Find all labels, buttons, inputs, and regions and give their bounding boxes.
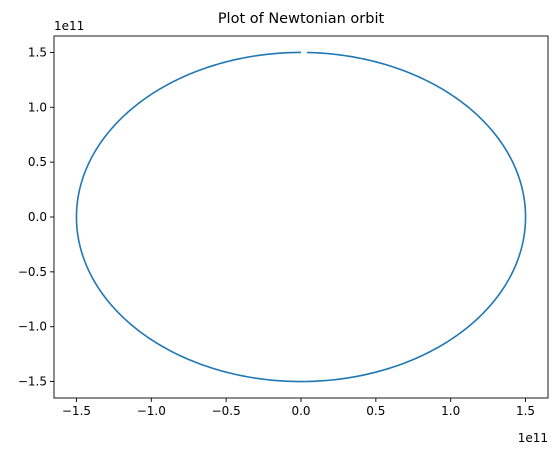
x-tick-label: −1.0	[137, 404, 166, 418]
x-tick-label: −1.5	[62, 404, 91, 418]
y-offset-label: 1e11	[54, 19, 84, 33]
plot-frame	[53, 35, 549, 399]
x-tick-label: 1.0	[441, 404, 460, 418]
y-tick-label: −1.0	[18, 320, 47, 334]
y-tick-label: 0.5	[28, 155, 47, 169]
y-tick-label: −1.5	[18, 375, 47, 389]
y-axis-ticks: −1.5 −1.0 −0.5 0.0 0.5 1.0 1.5	[18, 45, 54, 389]
y-tick-label: 0.0	[28, 210, 47, 224]
x-tick-label: −0.5	[212, 404, 241, 418]
x-tick-label: 0.0	[291, 404, 310, 418]
x-tick-label: 0.5	[366, 404, 385, 418]
y-tick-label: −0.5	[18, 265, 47, 279]
orbit-line	[75, 51, 527, 383]
chart-title: Plot of Newtonian orbit	[218, 11, 385, 27]
x-tick-label: 1.5	[516, 404, 535, 418]
x-axis-ticks: −1.5 −1.0 −0.5 0.0 0.5 1.0 1.5	[62, 398, 535, 418]
y-tick-label: 1.0	[28, 100, 47, 114]
plot-area	[75, 51, 527, 383]
x-offset-label: 1e11	[518, 431, 548, 445]
y-tick-label: 1.5	[28, 45, 47, 59]
